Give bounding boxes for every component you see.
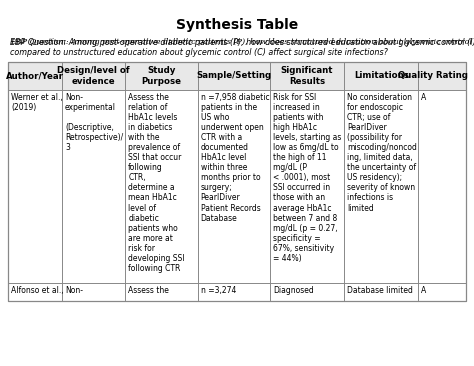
Text: Study
Purpose: Study Purpose — [141, 66, 182, 86]
Text: Design/level of
evidence: Design/level of evidence — [57, 66, 130, 86]
Text: Sample/Setting: Sample/Setting — [196, 71, 271, 81]
Text: Assess the: Assess the — [128, 286, 169, 295]
Text: Significant
Results: Significant Results — [281, 66, 333, 86]
Text: Assess the
relation of
HbA1c levels
in diabetics
with the
prevalence of
SSI that: Assess the relation of HbA1c levels in d… — [128, 93, 185, 273]
Text: Non-
experimental

(Descriptive,
Retrospective)/
3: Non- experimental (Descriptive, Retrospe… — [65, 93, 123, 152]
Text: No consideration
for endoscopic
CTR; use of
PearlDiver
(possibility for
miscodin: No consideration for endoscopic CTR; use… — [347, 93, 417, 213]
Text: Risk for SSI
increased in
patients with
high HbA1c
levels, starting as
low as 6m: Risk for SSI increased in patients with … — [273, 93, 341, 263]
Text: A: A — [421, 93, 427, 102]
Text: Werner et al.,
(2019): Werner et al., (2019) — [11, 93, 63, 112]
Text: Synthesis Table: Synthesis Table — [176, 18, 298, 32]
Text: A: A — [421, 286, 427, 295]
Text: Limitations: Limitations — [354, 71, 409, 81]
Text: n =3,274: n =3,274 — [201, 286, 236, 295]
Text: Alfonso et al.,: Alfonso et al., — [11, 286, 64, 295]
Text: EBP Question: Among post-operative diabetic patients (P), how does structured ed: EBP Question: Among post-operative diabe… — [10, 38, 474, 46]
Bar — [8, 62, 466, 90]
Bar — [8, 283, 466, 301]
Text: EBP Question: Among post-operative diabetic patients (P), how does structured ed: EBP Question: Among post-operative diabe… — [10, 38, 474, 57]
Text: Diagnosed: Diagnosed — [273, 286, 314, 295]
Bar — [8, 62, 466, 301]
Text: n =7,958 diabetic
patients in the
US who
underwent open
CTR with a
documented
Hb: n =7,958 diabetic patients in the US who… — [201, 93, 269, 223]
Text: Database limited: Database limited — [347, 286, 413, 295]
Text: Non-: Non- — [65, 286, 83, 295]
Text: Quality Rating: Quality Rating — [398, 71, 468, 81]
Bar — [8, 90, 466, 283]
Text: Author/Year: Author/Year — [6, 71, 64, 81]
